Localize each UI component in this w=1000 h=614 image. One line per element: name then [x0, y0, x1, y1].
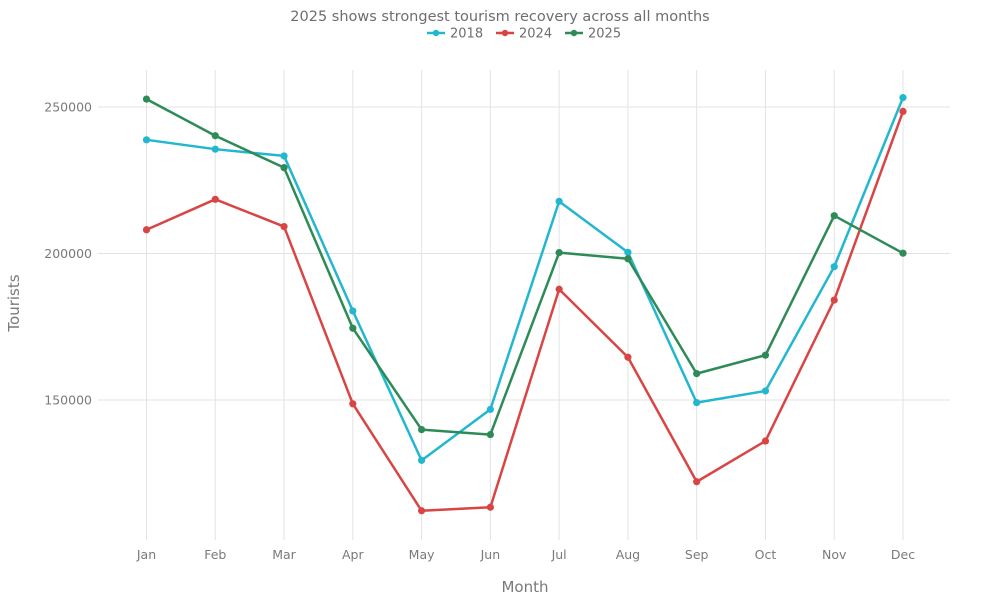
data-point [693, 370, 701, 378]
series-2025 [142, 95, 907, 439]
data-point [693, 478, 701, 486]
data-point [761, 387, 770, 395]
data-point [624, 353, 632, 361]
data-point [142, 136, 151, 144]
x-tick-label: Nov [822, 547, 847, 562]
legend-label: 2018 [450, 27, 483, 42]
x-tick-label: Jul [551, 547, 567, 562]
x-tick-label: Jan [136, 547, 156, 562]
data-point [830, 212, 838, 220]
x-gridlines [146, 70, 904, 540]
data-point [761, 437, 770, 445]
y-tick-label: 250000 [44, 100, 92, 115]
x-tick-label: Jun [480, 547, 501, 562]
data-point [280, 164, 288, 172]
x-tick-label: Dec [891, 547, 915, 562]
series-2018 [142, 94, 907, 464]
legend-item-2018: 2018 [427, 27, 483, 42]
data-point [624, 255, 632, 263]
data-point [899, 249, 907, 257]
legend-marker [501, 29, 509, 37]
y-tick-label: 200000 [44, 246, 92, 261]
x-tick-label: Feb [204, 547, 226, 562]
data-point [555, 197, 563, 205]
data-point [830, 263, 838, 271]
data-point [142, 226, 151, 234]
legend-marker [432, 29, 440, 37]
legend-marker [570, 29, 578, 37]
legend-item-2025: 2025 [565, 27, 621, 42]
data-point [349, 307, 357, 315]
series-line-2018 [146, 97, 905, 462]
x-axis-label: Month [501, 578, 548, 596]
data-point [761, 351, 770, 359]
x-tick-label: Mar [272, 547, 296, 562]
data-point [830, 296, 838, 304]
legend-item-2024: 2024 [496, 27, 552, 42]
data-point [280, 222, 288, 231]
data-point [142, 95, 151, 103]
data-point [349, 400, 357, 408]
data-point [555, 249, 563, 257]
data-point [486, 503, 494, 511]
data-point [349, 324, 357, 332]
x-tick-label: May [409, 547, 435, 562]
data-point [417, 507, 426, 515]
data-point [211, 132, 219, 140]
series-line-2024 [145, 110, 905, 513]
data-point [417, 456, 426, 464]
legend-label: 2025 [588, 27, 621, 42]
y-axis-label: Tourists [5, 274, 23, 332]
data-point [280, 152, 288, 160]
x-tick-label: Apr [342, 547, 364, 562]
series-layer [142, 94, 907, 515]
x-tick-label: Oct [755, 547, 777, 562]
data-point [624, 248, 632, 256]
data-point [693, 399, 701, 407]
chart-title: 2025 shows strongest tourism recovery ac… [290, 9, 709, 25]
x-axis-ticks: Jan Feb Mar Apr May Jun Jul Aug Sep Oct Nov Dec [136, 547, 915, 562]
series-2024 [142, 107, 907, 515]
legend-label: 2024 [519, 27, 552, 42]
data-point [211, 145, 219, 153]
data-point [899, 94, 907, 102]
data-point [486, 405, 494, 413]
legend: 2018 2024 2025 [427, 27, 621, 42]
data-point [417, 425, 426, 434]
x-tick-label: Sep [685, 547, 709, 562]
series-line-2025 [145, 97, 904, 436]
data-point [486, 430, 494, 439]
y-axis-ticks: 150000 200000 250000 [44, 100, 92, 408]
y-tick-label: 150000 [44, 393, 92, 408]
x-tick-label: Aug [616, 547, 640, 562]
data-point [899, 107, 907, 115]
data-point [555, 285, 563, 293]
data-point [211, 195, 219, 203]
